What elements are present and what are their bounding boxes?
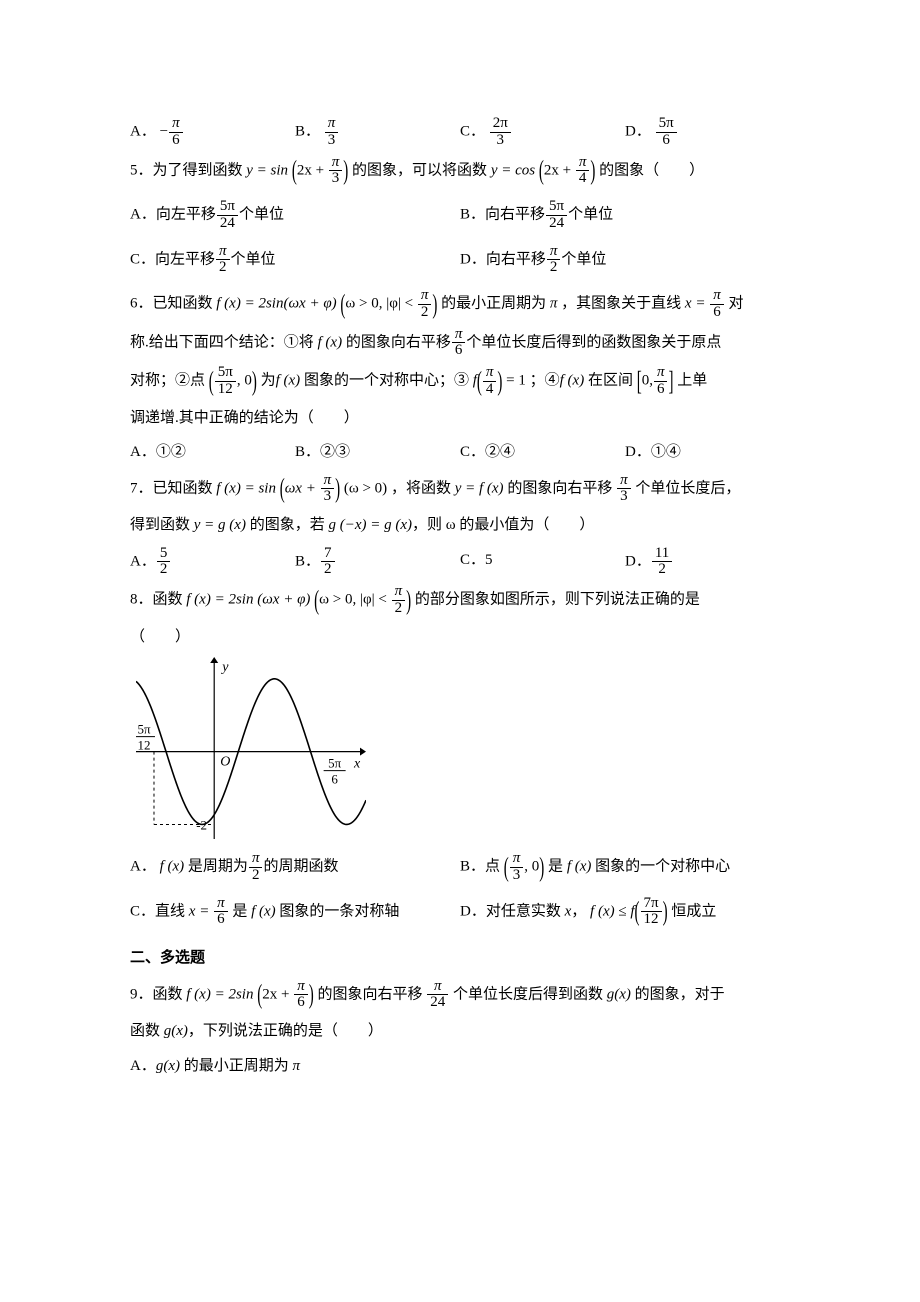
q8-graph: Oxy-2-5π125π6 <box>136 657 790 839</box>
q5-choice-B: B．向右平移5π24个单位 <box>460 199 790 232</box>
q6-choice-A: A．①② <box>130 438 295 467</box>
q8-stem-1: 8．函数 f (x) = 2sin (ωx + φ) (ω > 0, |φ| <… <box>130 584 790 617</box>
q5-choice-C: C．向左平移π2个单位 <box>130 244 460 277</box>
q4-choices: A． −π6 B． π3 C． 2π3 D． 5π6 <box>130 116 790 149</box>
q7-stem-1: 7．已知函数 f (x) = sin (ωx + π3) (ω > 0) ，将函… <box>130 473 790 506</box>
q8-paren: （ ） <box>130 623 790 652</box>
q7-choices: A．52 B．72 C．5 D．112 <box>130 546 790 579</box>
section-2-title: 二、多选题 <box>130 944 790 973</box>
label: B． <box>295 124 320 140</box>
q6-choice-B: B．②③ <box>295 438 460 467</box>
svg-text:O: O <box>220 755 230 770</box>
q7-choice-D: D．112 <box>625 546 790 579</box>
label: A． <box>130 124 156 140</box>
q4-choice-C: C． 2π3 <box>460 116 625 149</box>
label: D． <box>625 124 651 140</box>
svg-text:12: 12 <box>137 738 150 753</box>
q6-choices: A．①② B．②③ C．②④ D．①④ <box>130 438 790 467</box>
q4-choice-A: A． −π6 <box>130 116 295 149</box>
q6-stem-4: 调递增.其中正确的结论为（ ） <box>130 404 790 433</box>
q9-choice-A: A．g(x) 的最小正周期为 π <box>130 1052 790 1081</box>
q9-stem-1: 9．函数 f (x) = 2sin (2x + π6) 的图象向右平移 π24 … <box>130 979 790 1012</box>
svg-text:5π: 5π <box>328 756 342 771</box>
q7-choice-B: B．72 <box>295 546 460 579</box>
q5-stem: 5．为了得到函数 y = sin (2x + π3) 的图象，可以将函数 y =… <box>130 155 790 188</box>
q7-choice-C: C．5 <box>460 546 625 579</box>
q4-choice-B: B． π3 <box>295 116 460 149</box>
q8-choice-A: A． f (x) 是周期为π2的周期函数 <box>130 851 460 884</box>
svg-text:6: 6 <box>331 772 338 787</box>
svg-text:-2: -2 <box>196 817 207 832</box>
q8-choice-B: B．点 (π3, 0) 是 f (x) 图象的一个对称中心 <box>460 851 790 884</box>
q9-stem-2: 函数 g(x)，下列说法正确的是（ ） <box>130 1017 790 1046</box>
q5-choice-A: A．向左平移5π24个单位 <box>130 199 460 232</box>
svg-text:5π: 5π <box>137 722 151 737</box>
q6-stem-3: 对称；②点 (5π12, 0) 为f (x) 图象的一个对称中心；③ f(π4)… <box>130 365 790 398</box>
q7-stem-2: 得到函数 y = g (x) 的图象，若 g (−x) = g (x)，则 ω … <box>130 511 790 540</box>
neg: − <box>160 124 168 140</box>
q8-choice-C: C．直线 x = π6 是 f (x) 图象的一条对称轴 <box>130 896 460 929</box>
q6-choice-D: D．①④ <box>625 438 790 467</box>
q6-choice-C: C．②④ <box>460 438 625 467</box>
q4-choice-D: D． 5π6 <box>625 116 790 149</box>
q8-choices: A． f (x) 是周期为π2的周期函数 B．点 (π3, 0) 是 f (x)… <box>130 845 790 934</box>
page-root: A． −π6 B． π3 C． 2π3 D． 5π6 5．为了得到函数 y = … <box>0 0 920 1302</box>
q6-stem-1: 6．已知函数 f (x) = 2sin(ωx + φ) (ω > 0, |φ| … <box>130 288 790 321</box>
q7-choice-A: A．52 <box>130 546 295 579</box>
svg-text:y: y <box>220 660 229 675</box>
svg-text:x: x <box>353 757 361 772</box>
label: C． <box>460 124 485 140</box>
q8-choice-D: D．对任意实数 x， f (x) ≤ f(7π12) 恒成立 <box>460 896 790 929</box>
q5-choice-D: D．向右平移π2个单位 <box>460 244 790 277</box>
q5-choices: A．向左平移5π24个单位 B．向右平移5π24个单位 C．向左平移π2个单位 … <box>130 193 790 282</box>
q6-stem-2: 称.给出下面四个结论：①将 f (x) 的图象向右平移π6个单位长度后得到的函数… <box>130 327 790 360</box>
